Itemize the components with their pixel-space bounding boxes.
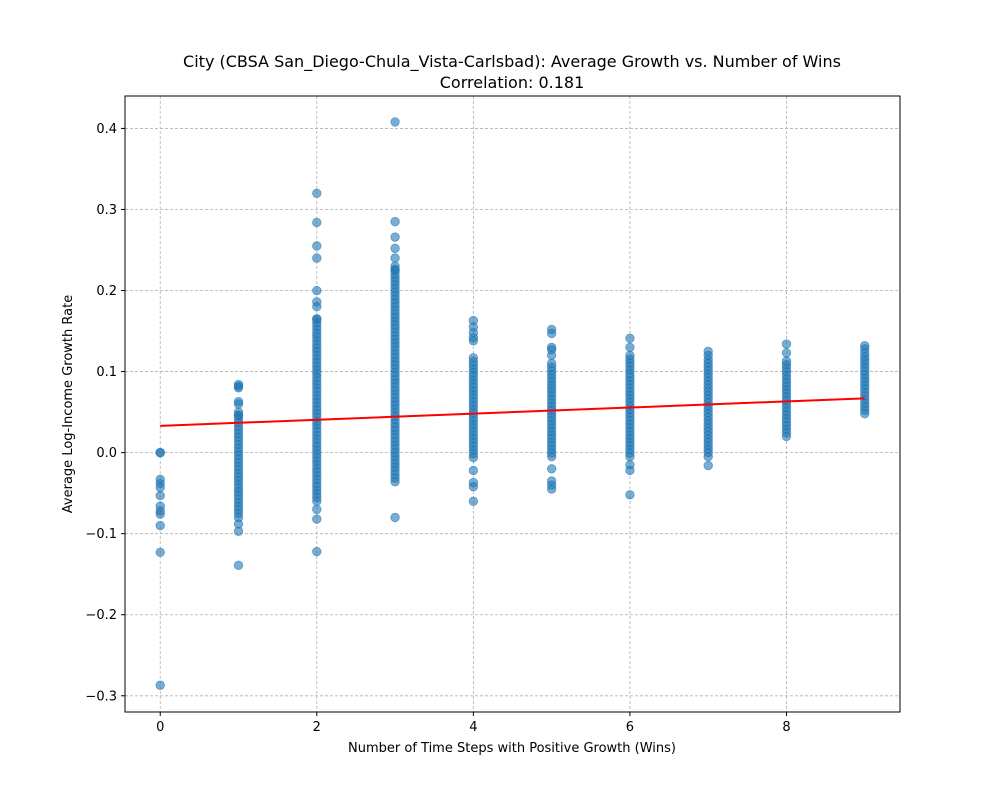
data-point [625, 333, 635, 344]
data-point [625, 490, 635, 500]
data-point [468, 481, 479, 492]
data-point [390, 243, 400, 254]
data-point [312, 188, 322, 198]
data-point [312, 253, 322, 263]
data-point [468, 496, 479, 506]
data-point [703, 460, 713, 471]
axis-ticks: 0 2 4 6 8 −0.3 −0.2 −0.1 0.0 0.1 0.2 0.3 0.4 [85, 122, 790, 735]
x-axis-label: Number of Time Steps with Positive Growt… [348, 741, 676, 756]
data-point [546, 328, 557, 339]
data-point [312, 504, 322, 515]
chart-title: City (CBSA San_Diego-Chula_Vista-Carlsba… [183, 52, 841, 72]
data-point [390, 512, 400, 523]
data-point [155, 482, 165, 493]
data-point [703, 350, 713, 361]
x-tick-label: 0 [156, 720, 164, 735]
y-tick-label: −0.3 [85, 689, 117, 704]
y-tick-label: 0.2 [96, 284, 117, 299]
data-point [155, 547, 165, 558]
data-point [312, 302, 322, 312]
data-point [625, 350, 635, 361]
data-point [703, 451, 713, 462]
y-axis-label: Average Log-Income Growth Rate [61, 295, 76, 513]
data-point [390, 232, 400, 242]
data-point [546, 464, 557, 474]
data-point [312, 546, 322, 557]
plot-frame [124, 95, 901, 713]
data-point [781, 348, 792, 358]
trend-line-group [160, 397, 865, 427]
data-point [390, 253, 400, 263]
data-point [312, 241, 322, 251]
data-point [312, 514, 322, 524]
data-point [233, 526, 244, 536]
y-tick-label: 0.1 [96, 365, 117, 380]
y-tick-label: −0.1 [85, 527, 117, 542]
data-point [233, 383, 244, 393]
data-point [546, 484, 557, 494]
x-tick-label: 4 [469, 720, 477, 735]
data-point [546, 350, 557, 361]
y-tick-label: −0.2 [85, 608, 117, 623]
data-point [390, 264, 400, 275]
data-point [155, 509, 165, 519]
data-point [155, 447, 165, 458]
x-tick-label: 2 [313, 720, 321, 735]
data-point [155, 490, 165, 501]
data-point [468, 465, 479, 476]
data-point [781, 339, 792, 349]
data-point [546, 358, 557, 369]
data-point [233, 560, 244, 570]
data-point [390, 117, 400, 127]
x-tick-label: 8 [782, 720, 790, 735]
data-point [390, 216, 400, 227]
data-point [155, 680, 165, 690]
y-tick-label: 0.3 [96, 203, 117, 218]
data-point [312, 285, 322, 296]
data-point [625, 465, 635, 476]
data-point [312, 314, 322, 324]
data-point [781, 356, 792, 366]
data-point [155, 520, 165, 531]
data-point [468, 336, 479, 346]
data-point [233, 399, 244, 409]
data-point [312, 217, 322, 228]
trend-line [160, 397, 865, 427]
data-point [625, 342, 635, 352]
data-points [155, 117, 870, 690]
y-tick-label: 0.0 [96, 446, 117, 461]
data-point [468, 353, 479, 363]
x-tick-label: 6 [626, 720, 634, 735]
chart-subtitle: Correlation: 0.181 [440, 73, 585, 92]
y-tick-label: 0.4 [96, 122, 117, 137]
data-point [233, 410, 244, 421]
data-point [860, 344, 870, 354]
